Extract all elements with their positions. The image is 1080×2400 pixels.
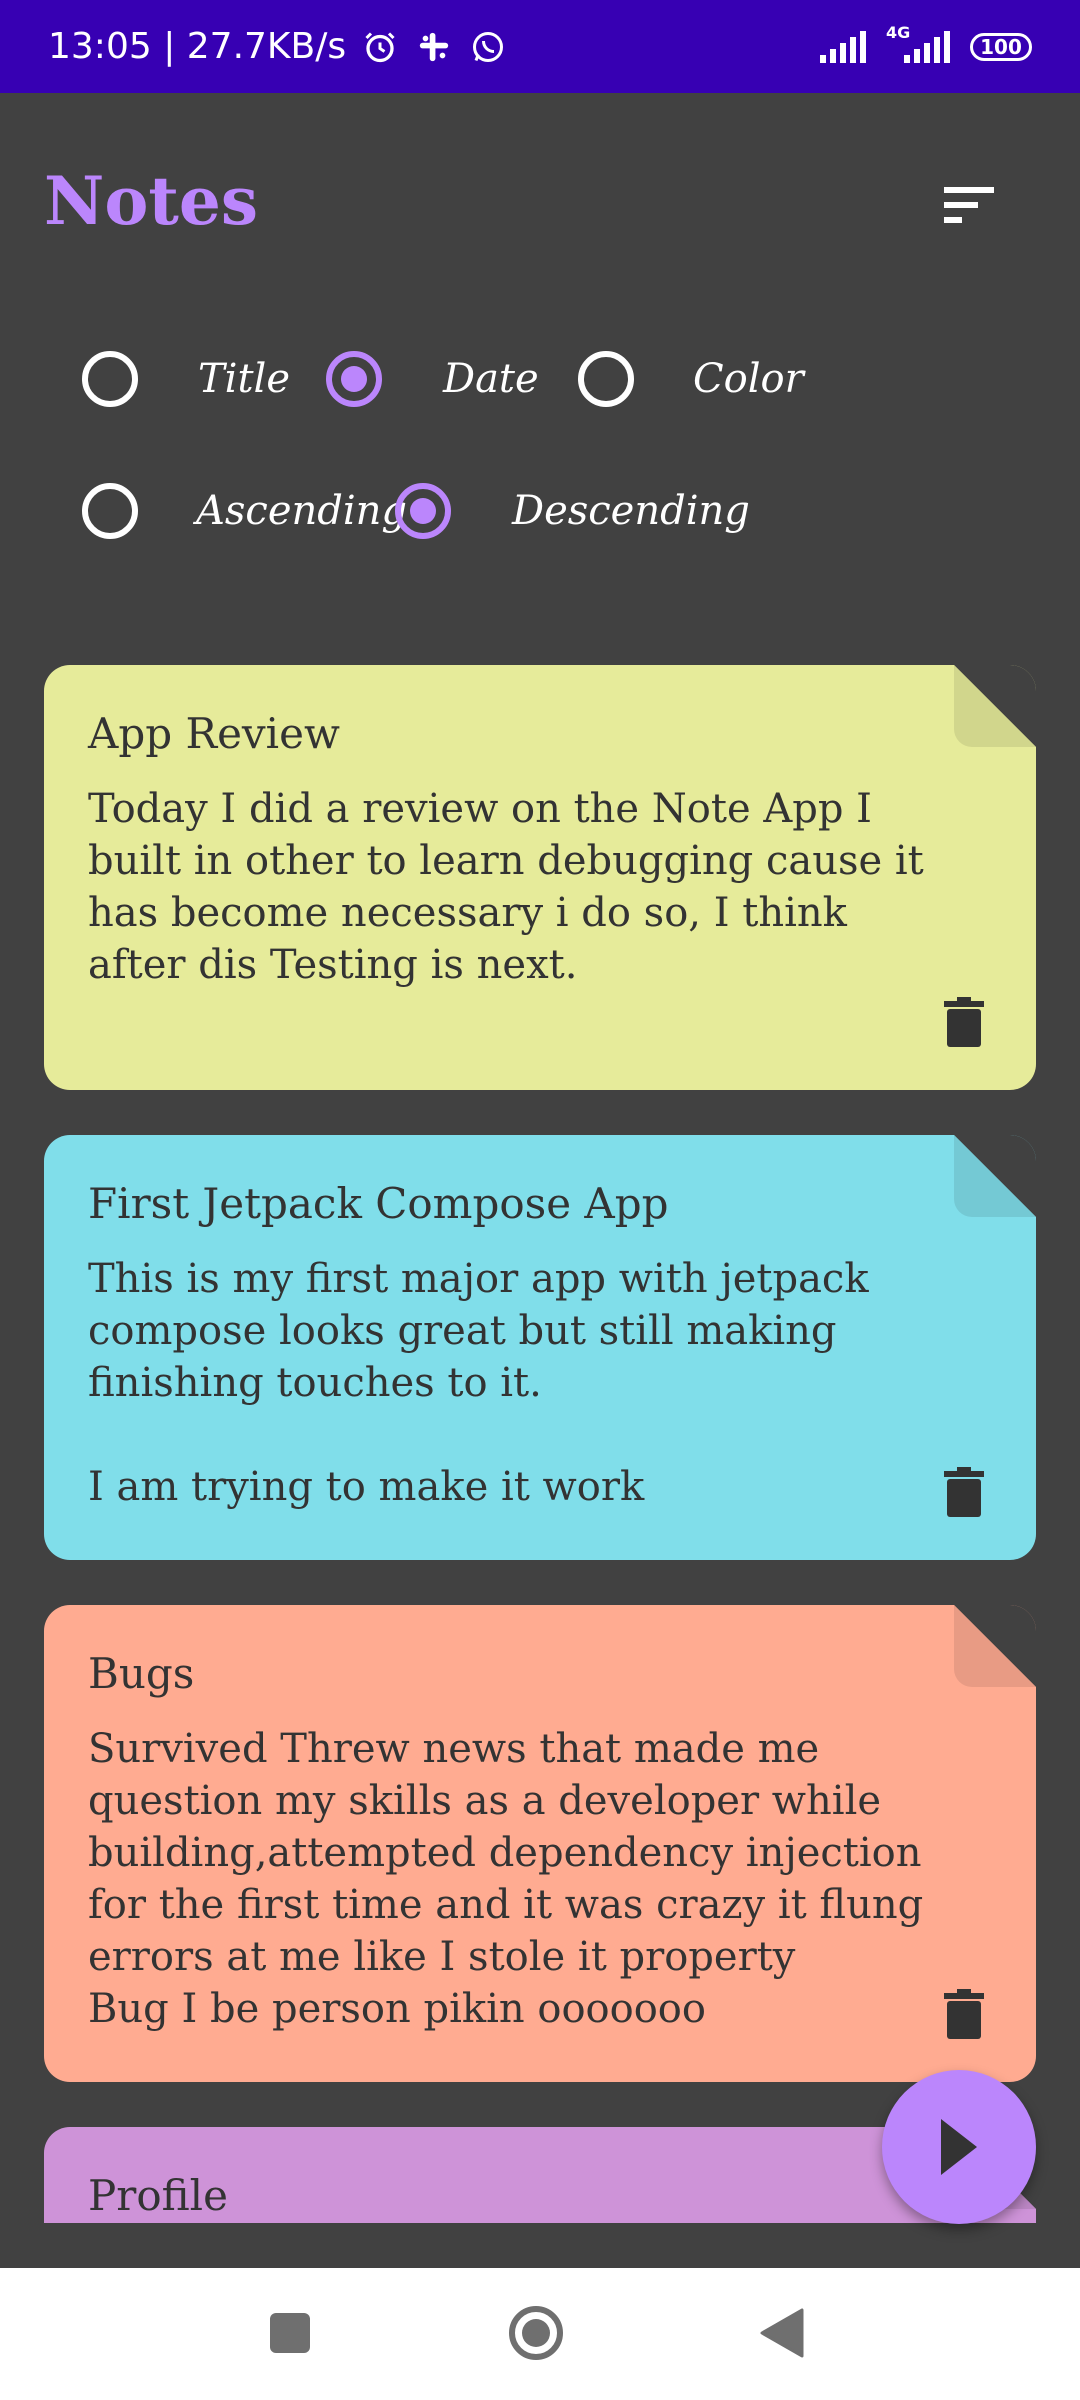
navigation-bar bbox=[0, 2268, 1080, 2400]
recents-button[interactable] bbox=[250, 2298, 330, 2368]
home-button[interactable] bbox=[496, 2298, 576, 2368]
radio-date-label: Date bbox=[443, 356, 539, 402]
add-note-fab[interactable] bbox=[882, 2070, 1036, 2224]
whatsapp-icon bbox=[468, 27, 508, 67]
slack-icon bbox=[414, 27, 454, 67]
note-card[interactable]: App Review Today I did a review on the N… bbox=[44, 665, 1036, 1090]
delete-note-button[interactable] bbox=[936, 1984, 992, 2044]
sort-button[interactable] bbox=[920, 170, 1020, 240]
radio-descending[interactable] bbox=[395, 483, 451, 539]
delete-note-button[interactable] bbox=[936, 992, 992, 1052]
network-type: 4G bbox=[886, 22, 911, 42]
radio-color[interactable] bbox=[578, 351, 634, 407]
note-content: Today I did a review on the Note App I b… bbox=[88, 786, 924, 988]
trash-icon bbox=[944, 1467, 984, 1517]
back-button[interactable] bbox=[742, 2298, 822, 2368]
note-title: App Review bbox=[88, 709, 340, 758]
delete-note-button[interactable] bbox=[936, 1462, 992, 1522]
radio-descending-label: Descending bbox=[512, 488, 750, 534]
direction-options: Ascending Descending bbox=[0, 483, 1080, 563]
note-card[interactable]: Bugs Survived Threw news that made me qu… bbox=[44, 1605, 1036, 2082]
radio-title[interactable] bbox=[82, 351, 138, 407]
note-card[interactable]: First Jetpack Compose App This is my fir… bbox=[44, 1135, 1036, 1560]
recents-square-icon bbox=[270, 2313, 310, 2353]
battery-icon: 100 bbox=[970, 32, 1032, 61]
order-by-options: Title Date Color bbox=[0, 351, 1080, 431]
radio-ascending-label: Ascending bbox=[196, 488, 408, 534]
alarm-icon bbox=[360, 27, 400, 67]
trash-icon bbox=[944, 997, 984, 1047]
radio-ascending[interactable] bbox=[82, 483, 138, 539]
page-title: Notes bbox=[44, 162, 258, 240]
radio-title-label: Title bbox=[198, 356, 291, 402]
note-title: Profile bbox=[88, 2171, 228, 2220]
play-arrow-icon bbox=[941, 2119, 977, 2175]
note-title: First Jetpack Compose App bbox=[88, 1179, 669, 1228]
sort-icon bbox=[944, 187, 994, 223]
radio-date[interactable] bbox=[326, 351, 382, 407]
status-time-speed: 13:05 | 27.7KB/s bbox=[48, 26, 347, 67]
signal-icon bbox=[818, 27, 868, 67]
4g-signal-icon: 4G bbox=[886, 23, 952, 67]
home-circle-icon bbox=[509, 2306, 563, 2360]
radio-color-label: Color bbox=[693, 356, 804, 402]
note-content: This is my first major app with jetpack … bbox=[88, 1256, 869, 1510]
trash-icon bbox=[944, 1989, 984, 2039]
battery-level: 100 bbox=[980, 34, 1022, 59]
note-title: Bugs bbox=[88, 1649, 195, 1698]
status-bar: 13:05 | 27.7KB/s 4G 100 bbox=[0, 0, 1080, 93]
back-triangle-icon bbox=[760, 2308, 804, 2358]
note-content: Survived Threw news that made me questio… bbox=[88, 1726, 924, 2032]
